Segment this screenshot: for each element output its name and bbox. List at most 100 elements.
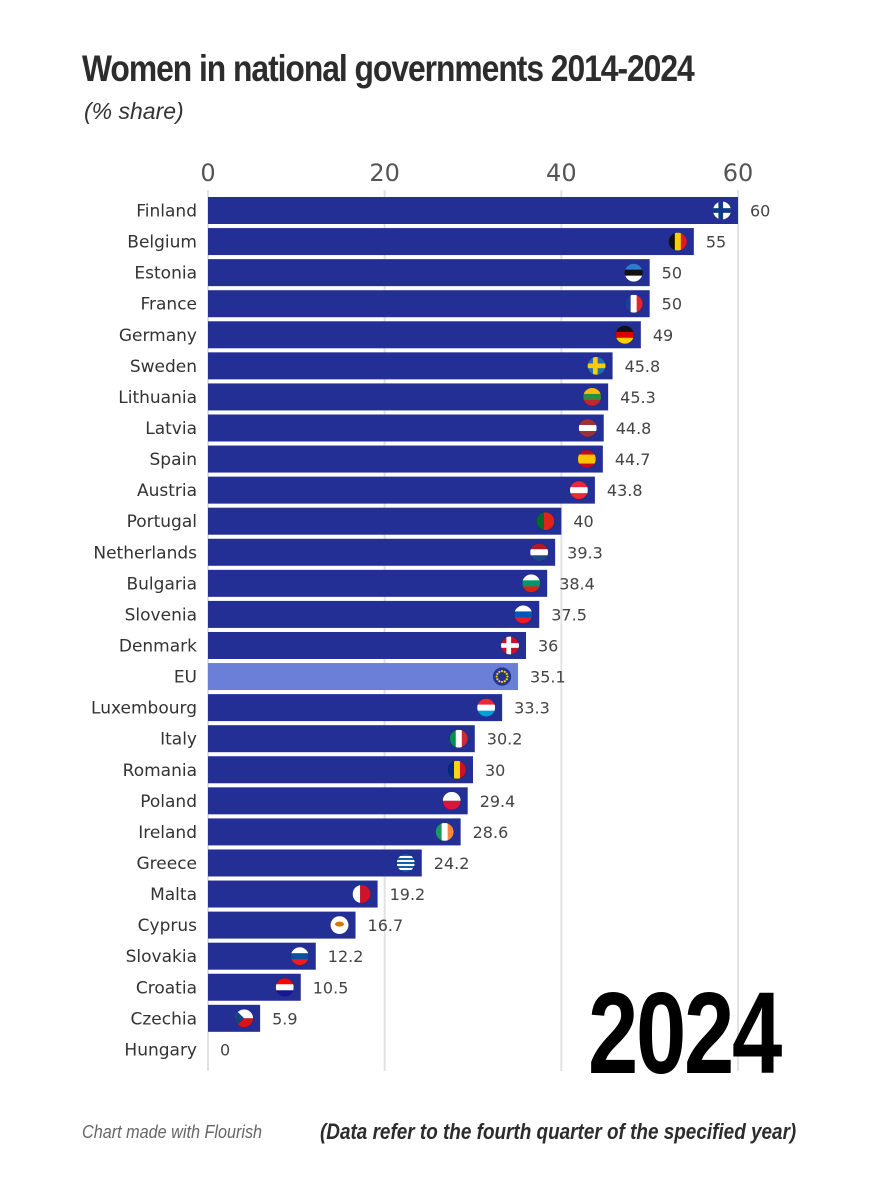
value-label: 43.8 bbox=[607, 481, 643, 500]
category-label: Czechia bbox=[130, 1009, 197, 1029]
value-label: 28.6 bbox=[473, 823, 509, 842]
category-label: Belgium bbox=[127, 233, 197, 253]
category-label: Latvia bbox=[145, 419, 197, 439]
value-label: 44.8 bbox=[616, 419, 652, 438]
france-flag-icon bbox=[624, 294, 643, 314]
bar-bulgaria bbox=[208, 569, 548, 597]
value-label: 35.1 bbox=[530, 668, 566, 687]
value-label: 60 bbox=[750, 202, 770, 221]
sweden-flag-icon bbox=[587, 356, 606, 376]
category-label: Croatia bbox=[136, 978, 197, 998]
bar-malta bbox=[208, 880, 378, 908]
bar-italy bbox=[208, 725, 475, 753]
category-label: Bulgaria bbox=[127, 574, 198, 594]
eu-flag-icon bbox=[492, 667, 512, 686]
value-label: 16.7 bbox=[368, 916, 404, 935]
bar-slovenia bbox=[208, 600, 540, 628]
category-label: Slovenia bbox=[125, 605, 197, 625]
bar-belgium bbox=[208, 228, 694, 256]
value-label: 12.2 bbox=[328, 947, 364, 966]
value-label: 40 bbox=[573, 512, 593, 531]
bar-estonia bbox=[208, 259, 650, 287]
bar-greece bbox=[208, 849, 422, 877]
category-label: Sweden bbox=[130, 357, 197, 377]
category-label: Germany bbox=[119, 326, 197, 346]
poland-flag-icon bbox=[442, 791, 462, 811]
category-label: Hungary bbox=[124, 1040, 197, 1060]
category-label: Italy bbox=[160, 730, 197, 750]
lithuania-flag-icon bbox=[582, 387, 602, 407]
x-tick-label: 60 bbox=[723, 159, 754, 187]
value-label: 10.5 bbox=[313, 978, 349, 997]
value-label: 50 bbox=[662, 264, 682, 283]
value-label: 0 bbox=[220, 1040, 230, 1059]
bar-ireland bbox=[208, 818, 461, 846]
bar-eu bbox=[208, 663, 519, 691]
croatia-flag-icon bbox=[275, 977, 295, 997]
bar-finland bbox=[208, 197, 738, 224]
bar-luxembourg bbox=[208, 694, 503, 722]
category-label: Austria bbox=[137, 481, 197, 501]
value-label: 30 bbox=[485, 761, 505, 780]
year-label: 2024 bbox=[588, 968, 782, 1098]
value-label: 45.3 bbox=[620, 388, 656, 407]
category-label: Luxembourg bbox=[91, 699, 197, 719]
italy-flag-icon bbox=[449, 729, 469, 748]
malta-flag-icon bbox=[352, 884, 371, 904]
latvia-flag-icon bbox=[578, 418, 598, 438]
chart-title: Women in national governments 2014-2024 bbox=[82, 48, 695, 89]
bar-austria bbox=[208, 476, 595, 504]
category-label: Malta bbox=[150, 885, 197, 905]
value-label: 37.5 bbox=[551, 605, 587, 624]
bar-romania bbox=[208, 756, 473, 784]
value-label: 24.2 bbox=[434, 854, 470, 873]
bar-poland bbox=[208, 787, 468, 815]
value-label: 44.7 bbox=[615, 450, 651, 469]
value-label: 19.2 bbox=[390, 885, 426, 904]
value-label: 29.4 bbox=[480, 792, 516, 811]
bar-spain bbox=[208, 445, 603, 473]
category-label: France bbox=[140, 295, 197, 315]
category-label: Estonia bbox=[134, 264, 197, 284]
slovenia-flag-icon bbox=[513, 605, 533, 624]
austria-flag-icon bbox=[569, 480, 589, 500]
netherlands-flag-icon bbox=[529, 542, 549, 562]
bar-lithuania bbox=[208, 383, 609, 411]
czechia-flag-icon bbox=[234, 1009, 254, 1028]
category-label: Denmark bbox=[119, 636, 197, 656]
bar-denmark bbox=[208, 631, 526, 659]
category-label: Greece bbox=[136, 854, 197, 874]
x-tick-label: 20 bbox=[369, 159, 400, 187]
bar-portugal bbox=[208, 507, 562, 535]
category-label: Ireland bbox=[138, 823, 197, 843]
category-label: Portugal bbox=[127, 512, 197, 532]
bar-sweden bbox=[208, 352, 613, 380]
cyprus-flag-icon bbox=[330, 915, 349, 935]
bar-chart: 0 20 40 60 Finland 60 Belgium 55 Estonia 50 France… bbox=[91, 159, 770, 1071]
bulgaria-flag-icon bbox=[521, 574, 541, 593]
value-label: 49 bbox=[653, 326, 673, 345]
chart-credit: Chart made with Flourish bbox=[82, 1122, 263, 1142]
value-label: 33.3 bbox=[514, 699, 550, 718]
luxembourg-flag-icon bbox=[476, 698, 496, 717]
category-label: EU bbox=[174, 668, 197, 688]
chart-subtitle: (% share) bbox=[84, 98, 184, 124]
x-tick-label: 40 bbox=[546, 159, 577, 187]
germany-flag-icon bbox=[615, 325, 635, 345]
data-note: (Data refer to the fourth quarter of the… bbox=[320, 1119, 797, 1144]
estonia-flag-icon bbox=[624, 263, 643, 282]
value-label: 38.4 bbox=[559, 574, 595, 593]
category-label: Lithuania bbox=[118, 388, 197, 408]
category-label: Netherlands bbox=[93, 543, 197, 563]
portugal-flag-icon bbox=[536, 511, 555, 531]
spain-flag-icon bbox=[577, 449, 597, 469]
value-label: 55 bbox=[706, 233, 726, 252]
romania-flag-icon bbox=[447, 760, 467, 780]
belgium-flag-icon bbox=[668, 232, 688, 251]
value-label: 36 bbox=[538, 636, 558, 655]
slovakia-flag-icon bbox=[290, 946, 310, 966]
finland-flag-icon bbox=[712, 201, 732, 220]
category-label: Slovakia bbox=[126, 947, 197, 967]
category-label: Spain bbox=[150, 450, 198, 470]
x-tick-label: 0 bbox=[200, 159, 215, 187]
